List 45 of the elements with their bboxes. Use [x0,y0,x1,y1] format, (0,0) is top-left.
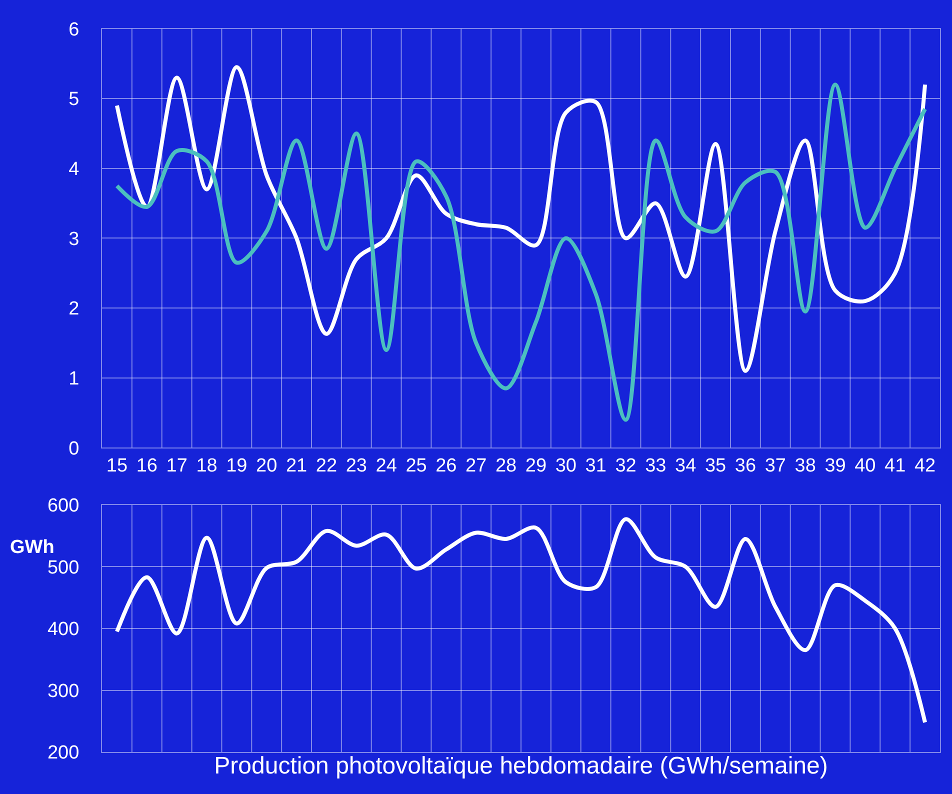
line-series [114,517,928,724]
y-tick-label: 6 [68,19,80,40]
y-axis-title: GWh [10,537,54,558]
x-tick-label: 18 [196,455,218,476]
x-tick-label: 17 [166,455,188,476]
y-tick-label: 3 [68,228,80,250]
x-tick-label: 31 [585,455,606,476]
x-tick-label: 37 [764,455,786,476]
x-tick-label: 34 [675,455,697,476]
y-tick-label: 300 [47,680,80,702]
x-tick-label: 33 [645,455,666,476]
x-tick-label: 22 [316,455,338,476]
y-tick-label: 600 [47,496,80,517]
x-tick-label: 27 [466,455,487,476]
x-tick-label: 28 [495,455,517,476]
x-tick-label: 35 [704,455,726,476]
x-tick-label: 15 [106,455,128,476]
x-tick-label: 24 [376,455,398,476]
x-tick-label: 26 [436,455,457,476]
x-tick-label: 23 [346,455,367,476]
x-tick-label: 19 [226,455,248,476]
x-tick-label: 36 [734,455,756,476]
x-tick-label: 29 [525,455,547,476]
y-tick-label: 4 [68,159,80,180]
y-tick-label: 200 [47,742,80,764]
y-tick-label: 0 [68,438,80,460]
x-tick-label: 25 [406,455,427,476]
x-tick-label: 38 [794,455,816,476]
line-series [114,82,928,422]
x-tick-label: 20 [256,455,278,476]
x-tick-label: 39 [824,455,846,476]
x-axis-title: Production photovoltaïque hebdomadaire (GWh/semaine) [214,752,828,780]
x-tick-label: 40 [854,455,876,476]
y-tick-label: 400 [47,619,80,640]
x-tick-label: 30 [555,455,576,476]
y-tick-label: 500 [47,557,80,578]
y-tick-label: 1 [68,368,80,390]
x-tick-label: 41 [884,455,906,476]
x-tick-label: 21 [286,455,308,476]
line-series [114,65,928,373]
x-tick-label: 32 [615,455,636,476]
y-tick-label: 5 [68,89,80,110]
x-tick-label: 42 [914,455,936,476]
y-tick-label: 2 [68,298,80,320]
x-tick-label: 16 [136,455,158,476]
